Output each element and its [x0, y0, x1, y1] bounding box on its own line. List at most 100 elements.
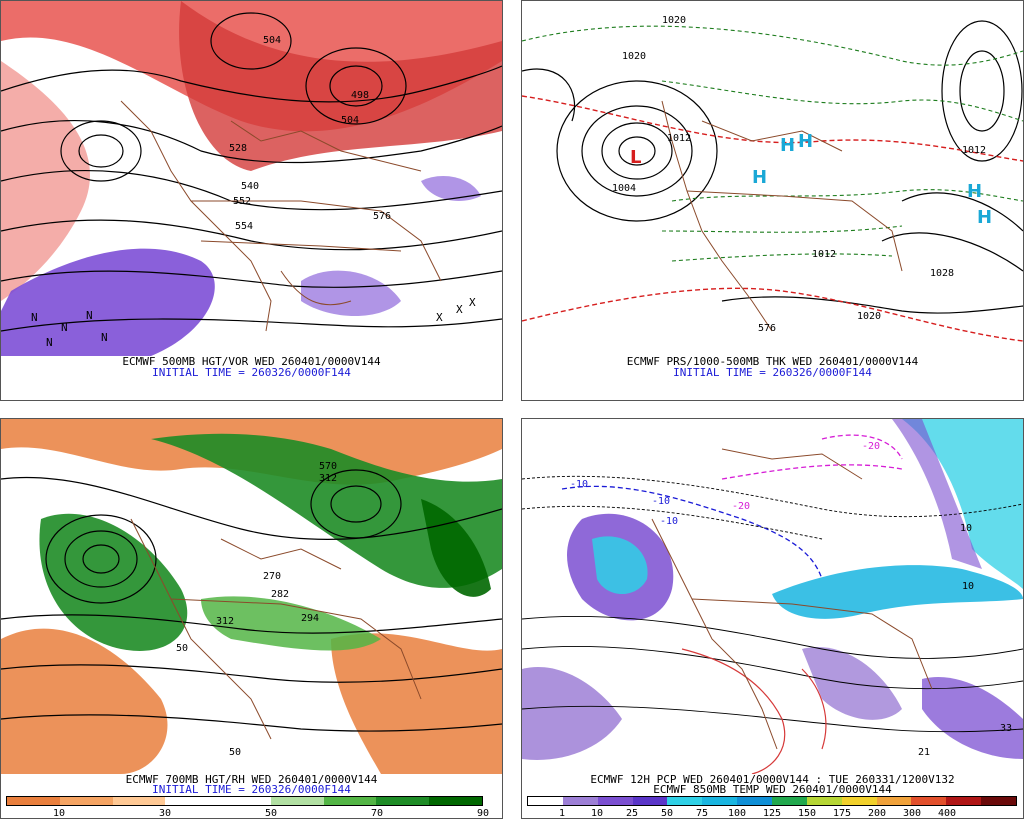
high-pressure-mark: H	[780, 135, 795, 156]
panel-700mb-hgt-rh: 570 270 282 294 50 50 312 312 ECMWF 700M…	[0, 418, 503, 819]
colorbar-swatch	[667, 797, 703, 805]
maximum-mark: X	[456, 303, 463, 316]
contour-label: -10	[660, 516, 678, 527]
rh-colorbar	[6, 796, 483, 806]
colorbar-swatch	[702, 797, 738, 805]
colorbar-tick-label: 125	[762, 808, 782, 819]
colorbar-swatch	[632, 797, 668, 805]
contour-label: 50	[176, 643, 188, 654]
contour-label: 50	[229, 747, 241, 758]
maximum-mark: X	[469, 296, 476, 309]
contour-label: 1012	[962, 145, 986, 156]
contour-label: 554	[235, 221, 253, 232]
contour-label: 498	[351, 90, 369, 101]
colorbar-swatch	[806, 797, 842, 805]
panel-initial-time: INITIAL TIME = 260326/0000F144	[152, 783, 351, 796]
panel-prs-thk: 1020 1012 1004 1012 1028 1020 1012 576 1…	[521, 0, 1024, 401]
high-pressure-mark: H	[798, 131, 813, 152]
colorbar-swatch	[376, 797, 430, 805]
contour-label: 10	[962, 581, 974, 592]
panel-pcp-850mb-temp: -10 -10 -20 10 -20 10 -10 21 33 ECMWF 12…	[521, 418, 1024, 819]
contour-label: 1012	[812, 249, 836, 260]
contour-label: 576	[373, 211, 391, 222]
colorbar-tick-label: 300	[902, 808, 922, 819]
contour-label: 1020	[662, 15, 686, 26]
contour-label: 504	[341, 115, 359, 126]
colorbar-swatch	[597, 797, 633, 805]
minimum-mark: N	[46, 336, 53, 349]
colorbar-swatch	[7, 797, 60, 805]
map-precip-850mb-temperature: -10 -10 -20 10 -20 10 -10 21 33	[522, 419, 1023, 774]
colorbar-swatch	[981, 797, 1017, 805]
panel-title: ECMWF 500MB HGT/VOR WED 260401/0000V144	[122, 355, 381, 368]
colorbar-tick-label: 70	[370, 808, 384, 819]
colorbar-swatch	[841, 797, 877, 805]
colorbar-swatch	[528, 797, 563, 805]
panel-title: ECMWF PRS/1000-500MB THK WED 260401/0000…	[626, 355, 919, 368]
colorbar-tick-label: 400	[937, 808, 957, 819]
contour-label: 1012	[667, 133, 691, 144]
colorbar-tick-label: 30	[158, 808, 172, 819]
contour-label: 294	[301, 613, 319, 624]
colorbar-tick-label: 100	[727, 808, 747, 819]
contour-label: 1028	[930, 268, 954, 279]
colorbar-tick-label: 150	[797, 808, 817, 819]
contour-label: 528	[229, 143, 247, 154]
colorbar-tick-label: 90	[476, 808, 490, 819]
minimum-mark: N	[61, 321, 68, 334]
colorbar-tick-label: 75	[695, 808, 709, 819]
colorbar-swatch	[876, 797, 912, 805]
colorbar-tick-label: 200	[867, 808, 887, 819]
high-pressure-mark: H	[977, 207, 992, 228]
contour-label: 1020	[622, 51, 646, 62]
colorbar-swatch	[429, 797, 483, 805]
colorbar-swatch	[737, 797, 773, 805]
colorbar-tick-label: 175	[832, 808, 852, 819]
colorbar-tick-label: 25	[625, 808, 639, 819]
colorbar-swatch	[165, 797, 219, 805]
contour-label: -20	[732, 501, 750, 512]
contour-label: 540	[241, 181, 259, 192]
panel-title: ECMWF 700MB HGT/RH WED 260401/0000V144	[125, 773, 378, 786]
contour-label: 33	[1000, 723, 1012, 734]
low-pressure-mark: L	[630, 147, 641, 168]
colorbar-swatch	[946, 797, 982, 805]
rh-colorbar-ticks: 10 30 50 70 90	[6, 808, 489, 820]
contour-label: 504	[263, 35, 281, 46]
map-500mb-vorticity: 504 498 504 540 552 554 576 528 N N N N …	[1, 1, 502, 356]
panel-initial-time: INITIAL TIME = 260326/0000F144	[152, 366, 351, 379]
map-pressure-thickness: 1020 1012 1004 1012 1028 1020 1012 576 1…	[522, 1, 1023, 356]
panel-title: ECMWF 12H PCP WED 260401/0000V144 : TUE …	[590, 773, 955, 786]
colorbar-swatch	[772, 797, 807, 805]
contour-label: 282	[271, 589, 289, 600]
map-700mb-relative-humidity: 570 270 282 294 50 50 312 312	[1, 419, 502, 774]
colorbar-swatch	[270, 797, 324, 805]
contour-label: 576	[758, 323, 776, 334]
contour-label: -10	[570, 479, 588, 490]
minimum-mark: N	[101, 331, 108, 344]
precip-colorbar-ticks: 1 10 25 50 75 100 125 150 175 200 300 400	[527, 808, 1017, 820]
minimum-mark: N	[86, 309, 93, 322]
colorbar-tick-label: 10	[590, 808, 604, 819]
contour-label: 312	[319, 473, 337, 484]
panel-subtitle: ECMWF 850MB TEMP WED 260401/0000V144	[653, 783, 892, 796]
colorbar-swatch	[323, 797, 377, 805]
colorbar-tick-label: 10	[52, 808, 66, 819]
maximum-mark: X	[436, 311, 443, 324]
colorbar-swatch	[218, 797, 271, 805]
colorbar-swatch	[911, 797, 947, 805]
contour-label: 552	[233, 196, 251, 207]
high-pressure-mark: H	[967, 181, 982, 202]
colorbar-tick-label: 50	[660, 808, 674, 819]
panel-initial-time: INITIAL TIME = 260326/0000F144	[673, 366, 872, 379]
colorbar-tick-label: 50	[264, 808, 278, 819]
contour-label: 1004	[612, 183, 636, 194]
contour-label: 21	[918, 747, 930, 758]
high-pressure-mark: H	[752, 167, 767, 188]
panel-500mb-hgt-vor: 504 498 504 540 552 554 576 528 N N N N …	[0, 0, 503, 401]
colorbar-swatch	[112, 797, 166, 805]
colorbar-swatch	[562, 797, 598, 805]
minimum-mark: N	[31, 311, 38, 324]
contour-label: 10	[960, 523, 972, 534]
contour-label: 1020	[857, 311, 881, 322]
